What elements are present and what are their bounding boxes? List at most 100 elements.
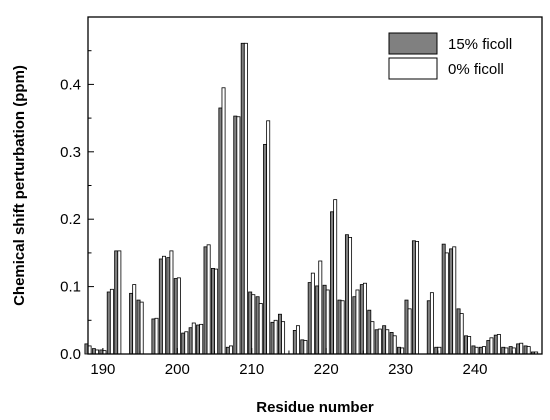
bar-ficoll-15-201 bbox=[181, 332, 186, 355]
legend-swatch-ficoll-15 bbox=[388, 32, 438, 55]
bar-ficoll-0-191 bbox=[109, 288, 114, 355]
legend-label-ficoll-15: 15% ficoll bbox=[448, 36, 512, 53]
bar-ficoll-15-200 bbox=[173, 278, 178, 355]
x-tick-label: 230 bbox=[388, 361, 413, 378]
bar-ficoll-15-222 bbox=[337, 299, 342, 355]
bar-ficoll-15-203 bbox=[196, 324, 201, 355]
bar-ficoll-0-194 bbox=[132, 284, 137, 355]
bar-ficoll-15-211 bbox=[255, 296, 260, 355]
bar-ficoll-15-244 bbox=[501, 346, 506, 355]
bar-ficoll-0-241 bbox=[482, 346, 486, 355]
bar-ficoll-15-232 bbox=[411, 240, 416, 355]
bar-ficoll-15-197 bbox=[151, 318, 156, 355]
bar-ficoll-0-242 bbox=[489, 337, 494, 355]
bar-ficoll-0-228 bbox=[385, 329, 390, 355]
bar-ficoll-15-207 bbox=[225, 346, 230, 355]
bar-ficoll-0-222 bbox=[340, 300, 345, 355]
bar-ficoll-15-243 bbox=[493, 334, 498, 355]
bar-ficoll-0-216 bbox=[295, 325, 300, 355]
bar-ficoll-15-209 bbox=[240, 42, 245, 355]
y-axis-ticks: 0.0 0.1 0.2 0.3 0.4 bbox=[60, 50, 94, 363]
bar-ficoll-0-192 bbox=[117, 250, 122, 355]
bar-ficoll-0-217 bbox=[303, 340, 308, 355]
bar-ficoll-15-223 bbox=[344, 234, 349, 355]
bar-ficoll-15-194 bbox=[129, 292, 134, 355]
bar-ficoll-15-206 bbox=[218, 107, 223, 355]
bar-ficoll-0-219 bbox=[318, 260, 323, 355]
bar-ficoll-0-224 bbox=[355, 289, 360, 355]
bar-ficoll-0-200 bbox=[176, 277, 181, 355]
bar-ficoll-0-197 bbox=[154, 317, 159, 355]
x-tick-label: 200 bbox=[165, 361, 190, 378]
bar-ficoll-0-220 bbox=[325, 289, 330, 355]
bar-ficoll-0-231 bbox=[407, 308, 412, 355]
bar-ficoll-15-228 bbox=[382, 325, 387, 355]
bar-ficoll-15-238 bbox=[456, 308, 461, 355]
x-tick-label: 240 bbox=[463, 361, 488, 378]
bar-ficoll-15-204 bbox=[203, 246, 208, 355]
bar-ficoll-0-238 bbox=[459, 313, 464, 355]
bar-ficoll-15-210 bbox=[248, 291, 253, 355]
bar-ficoll-0-232 bbox=[415, 241, 420, 355]
bar-ficoll-0-237 bbox=[452, 246, 457, 355]
bar-ficoll-15-217 bbox=[300, 339, 305, 355]
bar-ficoll-15-221 bbox=[330, 211, 335, 355]
bar-ficoll-15-199 bbox=[166, 257, 171, 355]
bar-ficoll-0-203 bbox=[199, 323, 204, 355]
bar-ficoll-15-192 bbox=[114, 250, 119, 355]
legend-swatch-ficoll-0 bbox=[388, 57, 438, 80]
bar-ficoll-0-204 bbox=[206, 244, 211, 355]
bar-ficoll-0-247 bbox=[526, 346, 531, 355]
bar-ficoll-15-216 bbox=[292, 330, 297, 355]
bar-ficoll-0-234 bbox=[429, 292, 434, 355]
bar-ficoll-0-246 bbox=[519, 342, 524, 355]
bar-ficoll-15-229 bbox=[389, 332, 394, 355]
bar-ficoll-15-234 bbox=[426, 300, 431, 355]
bar-ficoll-0-227 bbox=[377, 328, 382, 355]
bar-ficoll-0-198 bbox=[162, 255, 166, 355]
bar-ficoll-15-214 bbox=[277, 313, 282, 355]
bar-ficoll-15-242 bbox=[486, 340, 491, 355]
bar-ficoll-0-199 bbox=[169, 250, 174, 355]
bar-ficoll-0-244 bbox=[504, 347, 509, 355]
x-axis-title: Residue number bbox=[256, 399, 374, 416]
bar-ficoll-0-218 bbox=[310, 272, 315, 355]
legend-label-ficoll-0: 0% ficoll bbox=[448, 61, 504, 78]
x-axis-ticks: 190 200 210 220 230 240 bbox=[90, 348, 513, 378]
bar-ficoll-15-247 bbox=[523, 345, 528, 355]
plot-frame bbox=[87, 16, 543, 355]
bar-ficoll-0-236 bbox=[444, 252, 449, 355]
bar-ficoll-0-211 bbox=[258, 303, 263, 355]
bar-ficoll-15-225 bbox=[359, 284, 364, 355]
x-tick-label: 220 bbox=[314, 361, 339, 378]
bar-ficoll-15-195 bbox=[136, 299, 141, 355]
bar-ficoll-15-219 bbox=[315, 285, 320, 355]
bar-ficoll-0-202 bbox=[191, 322, 196, 355]
bar-ficoll-15-231 bbox=[404, 299, 409, 355]
bar-ficoll-0-226 bbox=[370, 321, 375, 355]
bar-ficoll-15-212 bbox=[263, 143, 268, 355]
bar-ficoll-0-243 bbox=[496, 334, 501, 355]
bar-ficoll-0-205 bbox=[214, 268, 219, 355]
legend: 15% ficoll 0% ficoll bbox=[388, 32, 512, 80]
y-tick-label: 0.2 bbox=[60, 211, 81, 228]
bar-ficoll-15-189 bbox=[91, 348, 96, 355]
bar-ficoll-0-213 bbox=[273, 319, 278, 355]
bar-ficoll-0-206 bbox=[221, 87, 226, 355]
bar-ficoll-15-226 bbox=[367, 309, 372, 355]
bar-ficoll-0-223 bbox=[348, 236, 353, 355]
x-tick-label: 190 bbox=[90, 361, 115, 378]
bar-ficoll-15-205 bbox=[210, 267, 215, 355]
bar-ficoll-15-198 bbox=[158, 258, 163, 355]
bar-ficoll-0-214 bbox=[281, 321, 286, 355]
bar-ficoll-0-225 bbox=[362, 282, 367, 355]
y-axis-title: Chemical shift perturbation (ppm) bbox=[11, 65, 28, 306]
bar-ficoll-0-212 bbox=[266, 120, 271, 355]
y-tick-label: 0.3 bbox=[60, 144, 81, 161]
bar-ficoll-15-224 bbox=[352, 296, 357, 355]
bar-ficoll-0-209 bbox=[243, 42, 248, 355]
bar-ficoll-15-236 bbox=[441, 243, 446, 355]
bar-ficoll-15-208 bbox=[233, 115, 238, 355]
bar-ficoll-15-239 bbox=[464, 335, 468, 355]
